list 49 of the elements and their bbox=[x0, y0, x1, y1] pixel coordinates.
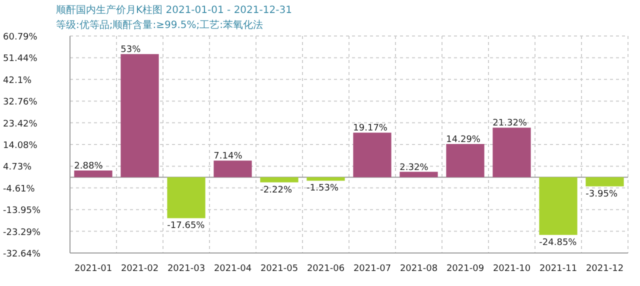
x-tick-label: 2021-02 bbox=[120, 264, 159, 274]
data-label: -17.65% bbox=[167, 221, 206, 232]
x-tick-label: 2021-11 bbox=[539, 264, 578, 274]
y-tick-label: -23.29% bbox=[3, 228, 42, 238]
x-tick-label: 2021-03 bbox=[167, 264, 206, 274]
bar bbox=[400, 172, 438, 178]
data-label: -3.95% bbox=[586, 189, 618, 200]
y-tick-label: -13.95% bbox=[3, 206, 42, 216]
bar bbox=[306, 177, 345, 181]
x-tick-label: 2021-12 bbox=[586, 264, 624, 274]
data-label: 2.88% bbox=[74, 162, 104, 172]
data-label: -24.85% bbox=[539, 238, 578, 248]
x-tick-label: 2021-05 bbox=[260, 264, 298, 274]
x-tick-label: 2021-09 bbox=[446, 264, 484, 274]
bar bbox=[586, 177, 624, 186]
bar bbox=[492, 128, 531, 178]
data-label: 2.32% bbox=[400, 162, 429, 173]
data-label: 14.29% bbox=[446, 135, 481, 145]
y-tick-label: 51.44% bbox=[3, 54, 38, 64]
bar bbox=[214, 160, 252, 178]
y-tick-label: 14.08% bbox=[3, 140, 38, 151]
bar bbox=[353, 132, 392, 178]
data-label: 7.14% bbox=[214, 152, 243, 162]
bar bbox=[260, 177, 298, 182]
data-label: -1.53% bbox=[306, 184, 339, 194]
y-tick-label: 4.73% bbox=[3, 162, 32, 173]
chart-subtitle: 等级:优等品;顺酐含量:≥99.5%;工艺:苯氧化法 bbox=[56, 19, 263, 31]
x-tick-label: 2021-10 bbox=[492, 264, 531, 274]
y-tick-label: 60.79% bbox=[3, 32, 38, 42]
chart-title: 顺酐国内生产价月K柱图 2021-01-01 - 2021-12-31 bbox=[56, 4, 292, 16]
data-label: 19.17% bbox=[353, 124, 388, 134]
bar bbox=[539, 177, 578, 235]
y-tick-label: 23.42% bbox=[3, 119, 38, 130]
x-tick-label: 2021-07 bbox=[353, 264, 392, 274]
y-tick-label: 32.76% bbox=[3, 98, 38, 108]
data-label: -2.22% bbox=[260, 185, 292, 196]
x-tick-label: 2021-06 bbox=[306, 264, 345, 274]
x-tick-label: 2021-01 bbox=[74, 264, 112, 274]
y-tick-label: -32.64% bbox=[3, 250, 42, 260]
data-label: 53% bbox=[120, 45, 142, 56]
x-tick-label: 2021-08 bbox=[400, 264, 438, 274]
bar bbox=[167, 177, 206, 218]
x-tick-label: 2021-04 bbox=[214, 264, 252, 274]
data-label: 21.32% bbox=[492, 118, 528, 129]
bar bbox=[446, 144, 484, 178]
bar bbox=[120, 54, 159, 178]
y-tick-label: -4.61% bbox=[3, 184, 36, 194]
bar bbox=[74, 170, 112, 178]
y-tick-label: 42.1% bbox=[3, 76, 32, 86]
